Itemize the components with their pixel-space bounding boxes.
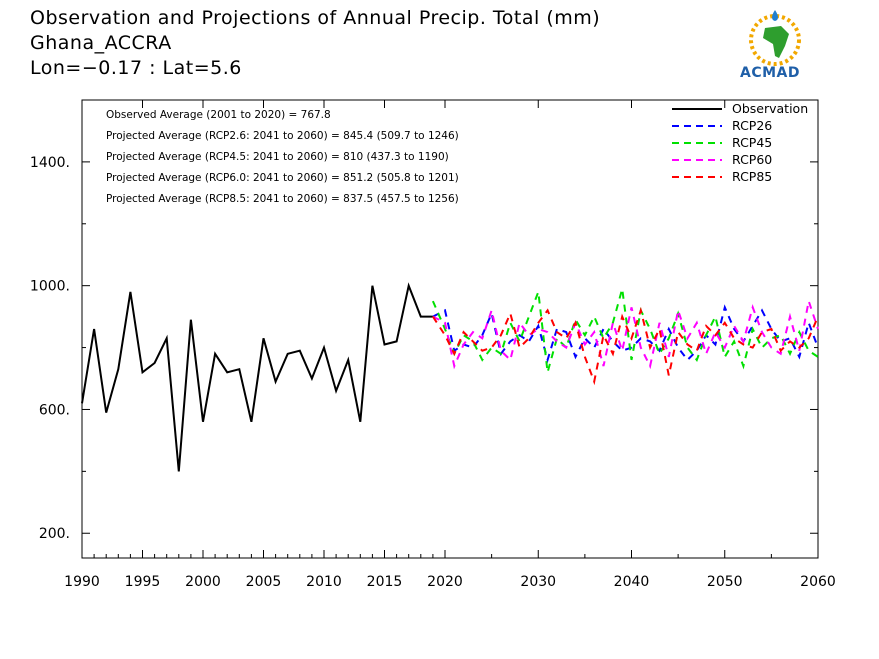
legend-label: RCP45 xyxy=(732,135,772,150)
x-tick-label: 2040 xyxy=(614,574,650,590)
x-tick-label: 2010 xyxy=(306,574,342,590)
y-tick-label: 200. xyxy=(39,526,70,542)
legend-label: RCP85 xyxy=(732,169,772,184)
annotation-line: Observed Average (2001 to 2020) = 767.8 xyxy=(106,109,331,121)
y-tick-label: 600. xyxy=(39,402,70,418)
location-label: Ghana_ACCRA xyxy=(30,32,172,54)
series-line-rcp45 xyxy=(431,288,819,373)
legend-label: RCP60 xyxy=(732,152,772,167)
annotation-line: Projected Average (RCP8.5: 2041 to 2060)… xyxy=(106,193,459,205)
series-line-rcp85 xyxy=(432,306,819,386)
chart-title: Observation and Projections of Annual Pr… xyxy=(30,7,601,29)
x-tick-label: 2030 xyxy=(520,574,556,590)
x-tick-label: 2050 xyxy=(707,574,743,590)
acmad-logo-text: ACMAD xyxy=(740,65,800,81)
x-tick-label: 2060 xyxy=(800,574,836,590)
y-tick-label: 1000. xyxy=(30,279,70,295)
annotation-line: Projected Average (RCP6.0: 2041 to 2060)… xyxy=(106,172,459,184)
acmad-logo xyxy=(749,10,801,66)
y-tick-label: 1400. xyxy=(30,155,70,171)
annotation-line: Projected Average (RCP2.6: 2041 to 2060)… xyxy=(106,130,459,142)
x-tick-label: 1995 xyxy=(125,574,161,590)
coordinates-label: Lon=−0.17 : Lat=5.6 xyxy=(30,57,242,79)
legend-label: RCP26 xyxy=(732,118,772,133)
x-tick-label: 2020 xyxy=(427,574,463,590)
x-tick-label: 2005 xyxy=(246,574,282,590)
x-tick-label: 2000 xyxy=(185,574,221,590)
legend-label: Observation xyxy=(732,101,808,116)
x-tick-label: 1990 xyxy=(64,574,100,590)
annotation-line: Projected Average (RCP4.5: 2041 to 2060)… xyxy=(106,151,449,163)
series-line-observation xyxy=(81,282,433,472)
x-tick-label: 2015 xyxy=(367,574,403,590)
